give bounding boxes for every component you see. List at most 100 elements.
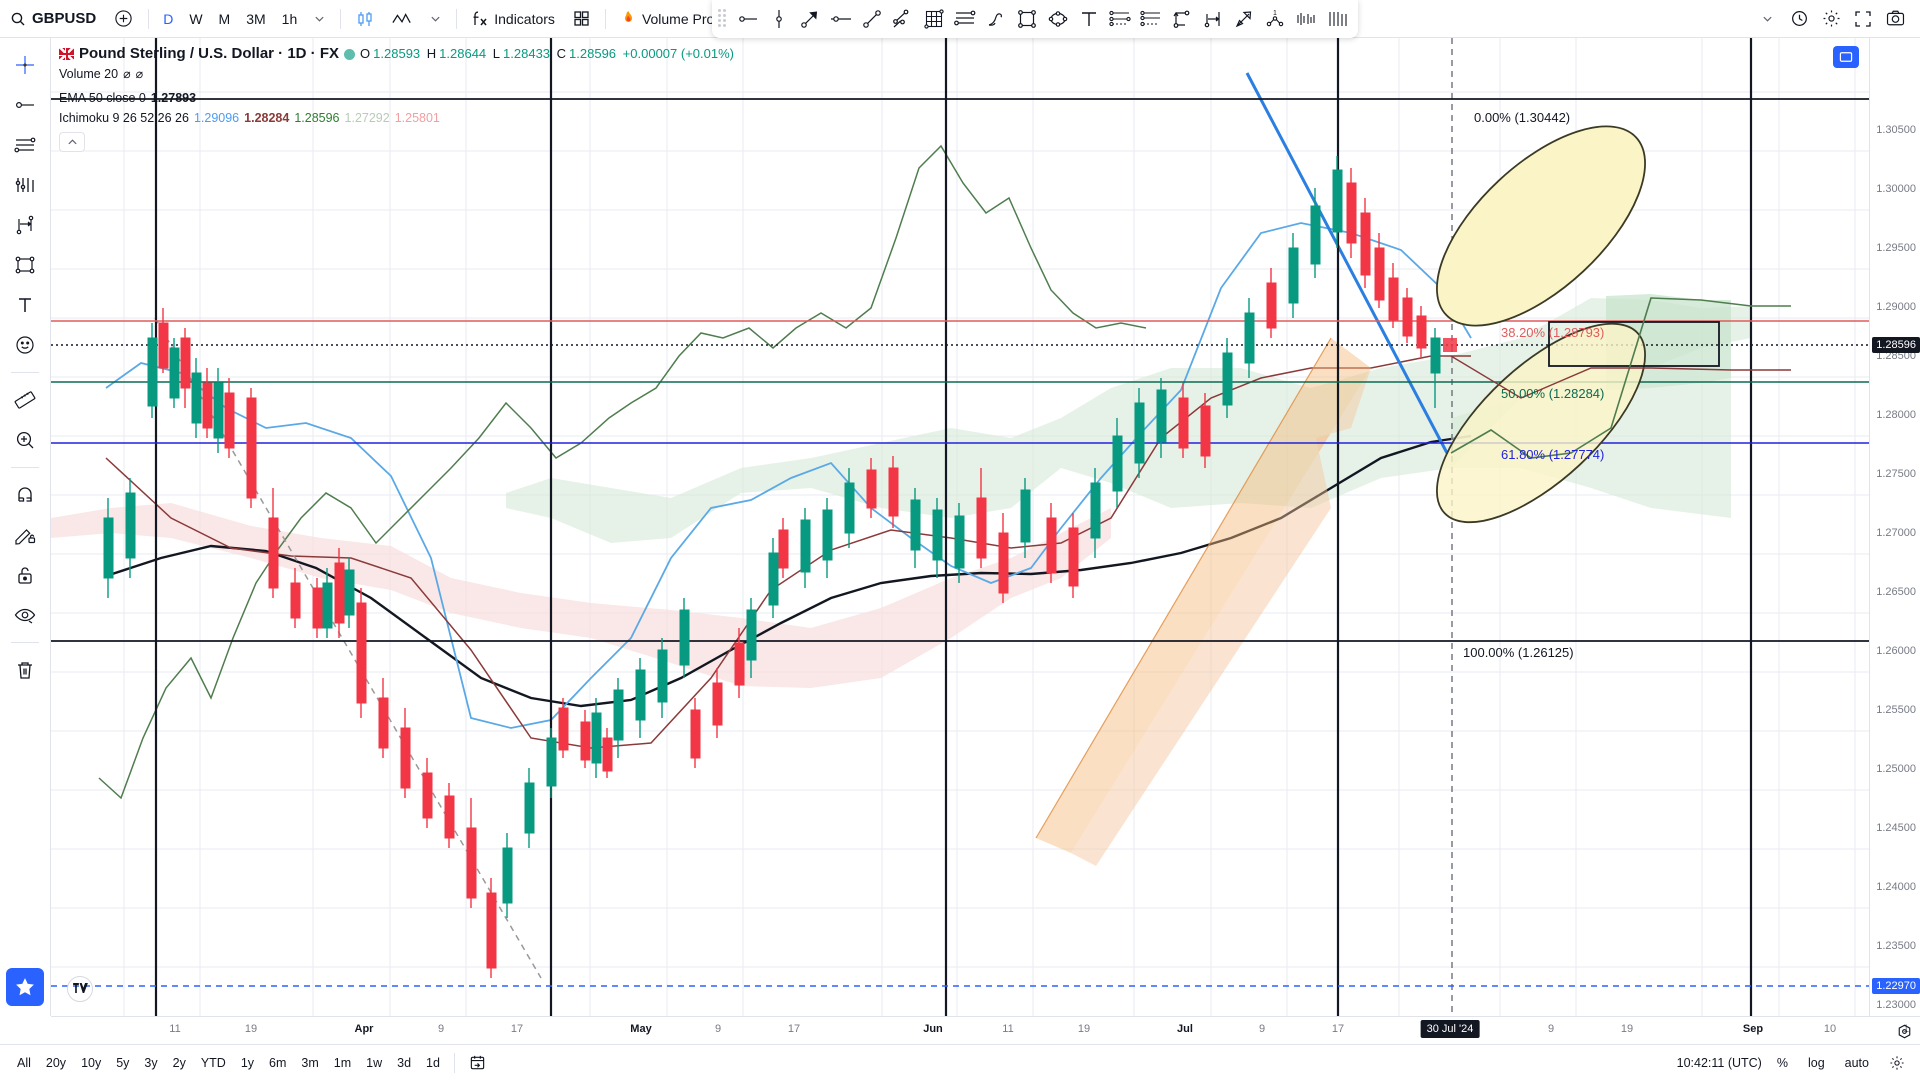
timeframe-dropdown-button[interactable]: [305, 5, 334, 33]
horizontal-lines-icon[interactable]: [6, 126, 44, 164]
layout-templates-button[interactable]: [564, 5, 599, 33]
trend-line-icon[interactable]: [733, 4, 763, 34]
settings-button[interactable]: [1816, 4, 1846, 34]
time-scale[interactable]: 11 19 Apr 9 17 May 9 17 Jun 11 19 Jul 9 …: [51, 1016, 1920, 1044]
fib-retracement-icon[interactable]: [950, 4, 980, 34]
divider: [11, 372, 39, 373]
elliott-wave-icon[interactable]: 1: [1260, 4, 1290, 34]
legend-collapse-button[interactable]: [59, 132, 85, 152]
chart-canvas[interactable]: Pound Sterling / U.S. Dollar · 1D · FX O…: [51, 38, 1869, 1016]
crosshair-icon[interactable]: [6, 46, 44, 84]
range-1w[interactable]: 1w: [366, 1055, 383, 1070]
auto-toggle[interactable]: auto: [1844, 1055, 1869, 1070]
zoom-in-icon[interactable]: [6, 421, 44, 459]
timeframe-1h[interactable]: 1h: [281, 10, 298, 27]
text-icon[interactable]: [6, 286, 44, 324]
chart-type-dropdown-button[interactable]: [421, 5, 450, 33]
symbol-search-button[interactable]: GBPUSD: [6, 5, 105, 33]
range-10y[interactable]: 10y: [81, 1055, 102, 1070]
alert-button[interactable]: [1784, 4, 1814, 34]
hide-drawings-icon[interactable]: [6, 596, 44, 634]
drawing-mode-icon[interactable]: [6, 516, 44, 554]
magnet-icon[interactable]: [6, 476, 44, 514]
date-range-icon[interactable]: [1198, 4, 1228, 34]
range-3d[interactable]: 3d: [397, 1055, 412, 1070]
range-2y[interactable]: 2y: [172, 1055, 186, 1070]
price-tick: 1.26000: [1876, 645, 1916, 657]
price-tick: 1.28500: [1876, 350, 1916, 362]
highlight-rectangle: [1548, 321, 1720, 367]
dashed-trend-line: [154, 317, 542, 979]
horizontal-ray-icon[interactable]: [826, 4, 856, 34]
divider: [456, 8, 458, 29]
highlight-ellipse-2: [1436, 322, 1646, 524]
chart-type-candles-button[interactable]: [347, 5, 383, 33]
brush-icon[interactable]: [981, 4, 1011, 34]
percent-toggle[interactable]: %: [1776, 1055, 1788, 1070]
range-6m[interactable]: 6m: [269, 1055, 287, 1070]
range-1y[interactable]: 1y: [240, 1055, 255, 1070]
time-tick: 10: [1823, 1023, 1837, 1035]
favorites-star-button[interactable]: [6, 968, 44, 1006]
log-toggle[interactable]: log: [1807, 1055, 1825, 1070]
arrow-icon[interactable]: [1229, 4, 1259, 34]
rectangle-icon[interactable]: [1012, 4, 1042, 34]
fib-grid-icon[interactable]: [919, 4, 949, 34]
time-tick: 19: [244, 1023, 258, 1035]
chart-settings-button[interactable]: [1884, 1051, 1910, 1075]
price-tick: 1.23500: [1876, 940, 1916, 952]
chart-type-line-button[interactable]: [383, 5, 421, 33]
parallel-channel-icon[interactable]: [888, 4, 918, 34]
range-5y[interactable]: 5y: [116, 1055, 130, 1070]
more-tools-button[interactable]: [1752, 4, 1782, 34]
timeframe-M[interactable]: M: [218, 10, 231, 27]
bottom-bar-right: 10:42:11 (UTC) % log auto: [1677, 1051, 1910, 1075]
measure-ruler-icon[interactable]: [6, 381, 44, 419]
pitchfork-band-1: [1036, 338, 1371, 853]
range-3m[interactable]: 3m: [301, 1055, 319, 1070]
timeframe-W[interactable]: W: [189, 10, 203, 27]
range-1d[interactable]: 1d: [426, 1055, 440, 1070]
tradingview-logo-icon[interactable]: [67, 976, 93, 1002]
ellipse-icon[interactable]: [1043, 4, 1073, 34]
measure-icon[interactable]: [1167, 4, 1197, 34]
ray-line-icon[interactable]: [857, 4, 887, 34]
timescale-settings-icon[interactable]: [1894, 1021, 1914, 1041]
range-1m[interactable]: 1m: [333, 1055, 352, 1070]
trend-line-icon[interactable]: [6, 86, 44, 124]
chikou-span-line: [98, 144, 1147, 800]
date-range-icon[interactable]: [6, 206, 44, 244]
camera-button[interactable]: [1880, 4, 1910, 34]
remove-drawings-icon[interactable]: [6, 651, 44, 689]
fullscreen-button[interactable]: [1848, 4, 1878, 34]
indicators-button[interactable]: Indicators: [463, 5, 564, 33]
vertical-line-icon[interactable]: [764, 4, 794, 34]
volume-profile-button[interactable]: Volume Profile: [612, 5, 741, 33]
range-YTD[interactable]: YTD: [200, 1055, 226, 1070]
tenkan-sen-line: [105, 222, 1472, 729]
fib-retracement-icon[interactable]: [6, 166, 44, 204]
range-3y[interactable]: 3y: [144, 1055, 158, 1070]
go-to-date-button[interactable]: [462, 1050, 493, 1075]
range-All[interactable]: All: [17, 1055, 31, 1070]
timeframe-D[interactable]: D: [163, 10, 174, 27]
timeframe-3M[interactable]: 3M: [246, 10, 266, 27]
bars-pattern-icon[interactable]: [1291, 4, 1321, 34]
price-tick: 1.23000: [1876, 999, 1916, 1011]
long-position-icon[interactable]: [1136, 4, 1166, 34]
last-price-badge: 1.28596: [1872, 337, 1920, 353]
price-tick: 1.30500: [1876, 124, 1916, 136]
drag-grip-icon[interactable]: [718, 9, 730, 29]
range-20y[interactable]: 20y: [45, 1055, 67, 1070]
rectangle-icon[interactable]: [6, 246, 44, 284]
add-symbol-button[interactable]: [105, 5, 142, 33]
signpost-icon[interactable]: [1322, 4, 1352, 34]
pitchfork-icon[interactable]: [1105, 4, 1135, 34]
arrow-marker-icon[interactable]: [795, 4, 825, 34]
price-tick: 1.24500: [1876, 822, 1916, 834]
text-icon[interactable]: [1074, 4, 1104, 34]
emoji-icon[interactable]: [6, 326, 44, 364]
maximize-chart-button[interactable]: [1833, 46, 1859, 68]
lock-drawings-icon[interactable]: [6, 556, 44, 594]
price-scale[interactable]: 1.30500 1.30000 1.29500 1.29000 1.28500 …: [1869, 38, 1920, 1016]
